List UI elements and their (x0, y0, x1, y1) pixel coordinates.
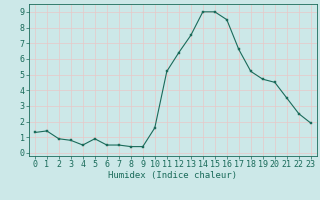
X-axis label: Humidex (Indice chaleur): Humidex (Indice chaleur) (108, 171, 237, 180)
